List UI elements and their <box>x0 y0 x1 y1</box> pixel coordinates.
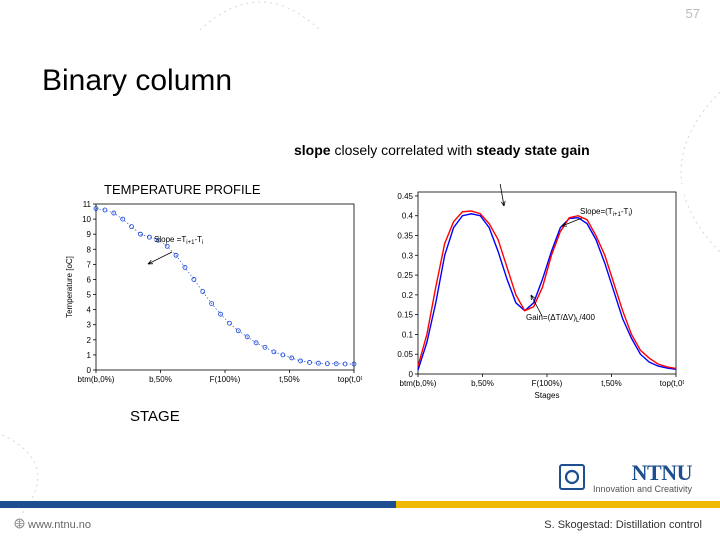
slide-number: 57 <box>686 6 700 21</box>
svg-text:4: 4 <box>87 306 92 315</box>
svg-text:btm(b,0%): btm(b,0%) <box>400 379 437 388</box>
chart-temperature-profile: 0 1 2 3 4 5 6 7 8 9 10 11 btm(b,0%) b,50% F(100%) t,50%… <box>62 196 362 396</box>
svg-text:9: 9 <box>87 230 92 239</box>
logo-tagline: Innovation and Creativity <box>593 484 692 494</box>
svg-text:5: 5 <box>87 291 92 300</box>
logo-text: NTNU <box>593 460 692 486</box>
subtitle-slope: slope <box>294 142 331 158</box>
svg-text:t,50%: t,50% <box>279 375 299 384</box>
label-stage: STAGE <box>130 408 180 425</box>
svg-text:10: 10 <box>82 215 91 224</box>
label-temperature-profile: TEMPERATURE PROFILE <box>104 182 261 197</box>
svg-text:Stages: Stages <box>535 391 560 400</box>
svg-text:0.15: 0.15 <box>397 311 413 320</box>
svg-text:Slope=(Ti+1-Ti): Slope=(Ti+1-Ti) <box>580 207 633 218</box>
svg-text:btm(b,0%): btm(b,0%) <box>78 375 115 384</box>
logo-mark-icon <box>559 464 585 490</box>
svg-text:0.45: 0.45 <box>397 192 413 201</box>
svg-text:6: 6 <box>87 275 92 284</box>
svg-text:0: 0 <box>409 370 414 379</box>
globe-icon <box>14 518 25 529</box>
svg-text:Slope =Ti+1-Ti: Slope =Ti+1-Ti <box>154 235 203 246</box>
svg-text:b,50%: b,50% <box>149 375 172 384</box>
ntnu-logo: NTNU Innovation and Creativity <box>559 460 692 494</box>
svg-text:3: 3 <box>87 321 92 330</box>
svg-text:0: 0 <box>87 366 92 375</box>
subtitle: slope closely correlated with steady sta… <box>294 142 590 158</box>
svg-text:8: 8 <box>87 245 92 254</box>
svg-text:11: 11 <box>83 200 92 209</box>
svg-text:0.2: 0.2 <box>402 291 414 300</box>
svg-text:top(t,0%): top(t,0%) <box>338 375 362 384</box>
svg-text:Gain=(ΔT/ΔV)L/400: Gain=(ΔT/ΔV)L/400 <box>526 313 595 324</box>
svg-text:0.4: 0.4 <box>402 212 414 221</box>
svg-text:0.05: 0.05 <box>397 350 413 359</box>
svg-text:0.3: 0.3 <box>402 251 414 260</box>
subtitle-gain: steady state gain <box>476 142 590 158</box>
svg-text:F(100%): F(100%) <box>210 375 241 384</box>
svg-text:t,50%: t,50% <box>601 379 621 388</box>
page-title: Binary column <box>42 64 232 98</box>
chart-slope-gain: 0 0.05 0.1 0.15 0.2 0.25 0.3 0.35 0.4 0.45 btm(b,0… <box>384 184 684 400</box>
footer-url-text: www.ntnu.no <box>28 519 91 531</box>
subtitle-mid: closely correlated with <box>331 142 477 158</box>
svg-text:b,50%: b,50% <box>471 379 494 388</box>
svg-text:Temperature [oC]: Temperature [oC] <box>65 256 74 318</box>
svg-text:0.25: 0.25 <box>397 271 413 280</box>
footer-bar <box>0 501 720 508</box>
svg-text:1: 1 <box>87 351 92 360</box>
svg-text:top(t,0%): top(t,0%) <box>660 379 684 388</box>
attribution: S. Skogestad: Distillation control <box>544 519 702 531</box>
svg-text:F(100%): F(100%) <box>532 379 563 388</box>
svg-text:2: 2 <box>87 336 92 345</box>
svg-text:0.1: 0.1 <box>402 330 414 339</box>
svg-text:0.35: 0.35 <box>397 232 413 241</box>
svg-text:7: 7 <box>87 260 92 269</box>
decor-arc-top <box>200 0 320 38</box>
footer-url: www.ntnu.no <box>14 518 91 531</box>
